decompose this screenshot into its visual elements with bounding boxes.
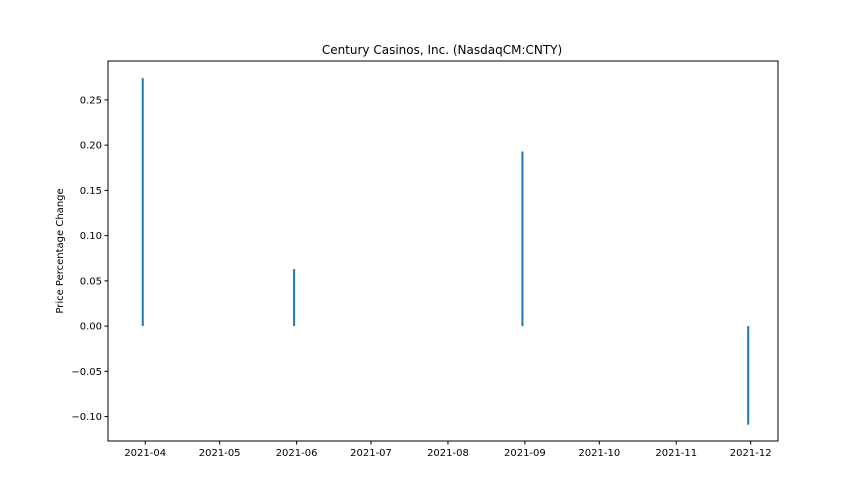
y-tick-label: −0.05 [71, 367, 102, 378]
bar [521, 151, 524, 327]
x-tick-label: 2021-05 [199, 448, 241, 459]
bar-series [141, 78, 750, 425]
bar [747, 326, 750, 425]
y-tick-label: 0.05 [80, 276, 102, 287]
x-tick-label: 2021-09 [504, 448, 546, 459]
x-tick-label: 2021-07 [350, 448, 392, 459]
y-tick-label: 0.00 [80, 322, 102, 333]
x-axis: 2021-04 2021-05 2021-06 2021-07 2021-08 2021-… [124, 441, 772, 459]
y-tick-label: −0.10 [71, 412, 102, 423]
bar [293, 269, 296, 327]
x-tick-label: 2021-08 [427, 448, 469, 459]
y-tick-label: 0.10 [80, 231, 102, 242]
x-tick-label: 2021-04 [124, 448, 166, 459]
chart-title: Century Casinos, Inc. (NasdaqCM:CNTY) [322, 43, 562, 57]
y-axis-label: Price Percentage Change [55, 188, 66, 313]
bar [141, 78, 144, 327]
y-tick-label: 0.15 [80, 186, 102, 197]
y-tick-label: 0.25 [80, 95, 102, 106]
y-axis: −0.10 −0.05 0.00 0.05 0.10 0.15 0.20 0.25 [71, 95, 108, 423]
x-tick-label: 2021-10 [578, 448, 620, 459]
y-tick-label: 0.20 [80, 141, 102, 152]
x-tick-label: 2021-06 [276, 448, 318, 459]
plot-frame [107, 60, 779, 442]
x-tick-label: 2021-11 [655, 448, 697, 459]
x-tick-label: 2021-12 [730, 448, 772, 459]
